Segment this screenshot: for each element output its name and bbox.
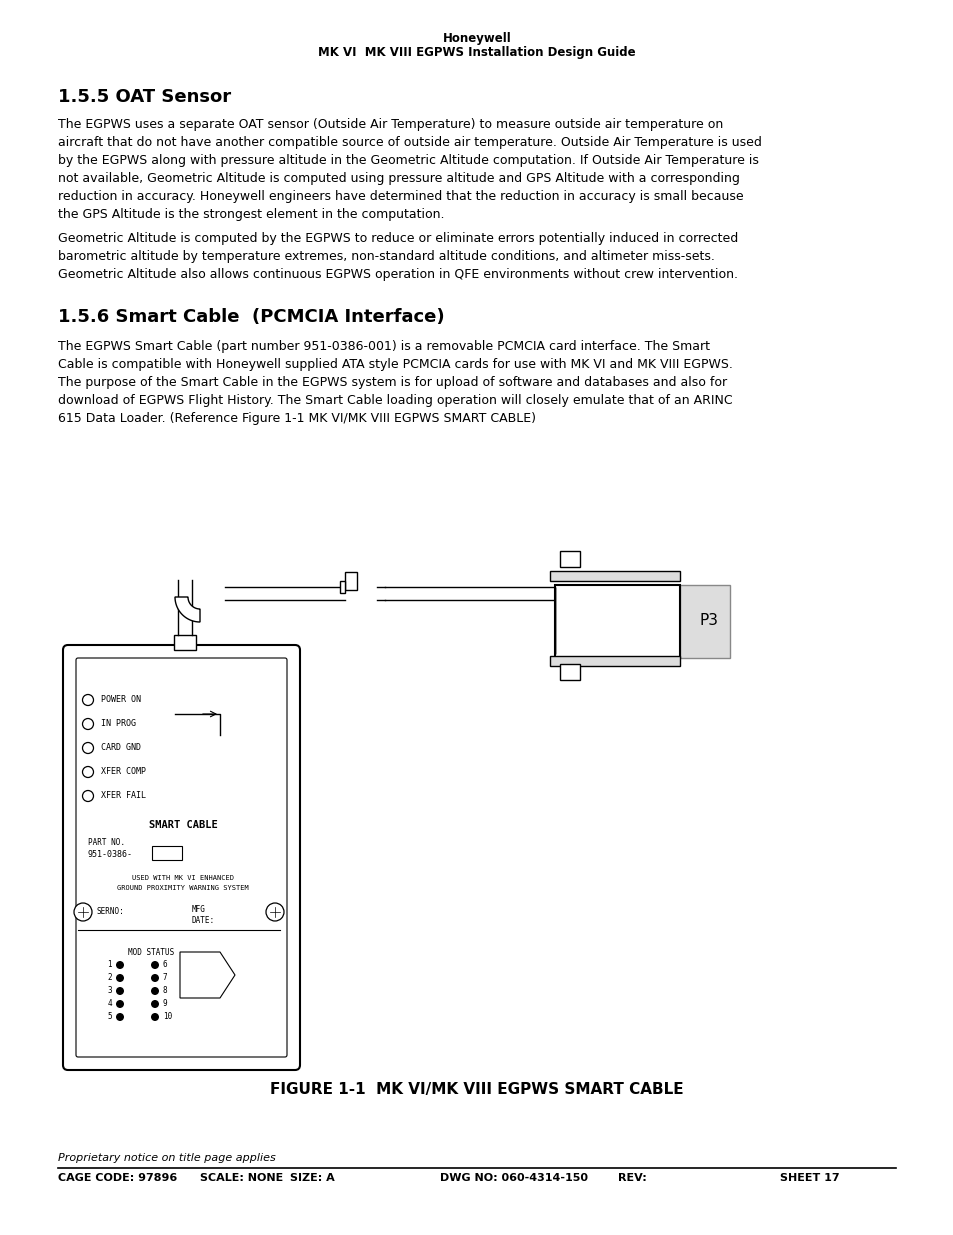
Circle shape <box>151 987 159 995</box>
Circle shape <box>116 974 124 982</box>
Text: XFER FAIL: XFER FAIL <box>101 790 146 800</box>
Text: USED WITH MK VI ENHANCED: USED WITH MK VI ENHANCED <box>132 876 233 881</box>
Text: IN PROG: IN PROG <box>101 719 136 727</box>
Bar <box>152 846 182 860</box>
Circle shape <box>82 790 93 802</box>
Text: 1: 1 <box>108 960 112 969</box>
Text: POWER ON: POWER ON <box>101 695 141 704</box>
Text: the GPS Altitude is the strongest element in the computation.: the GPS Altitude is the strongest elemen… <box>58 207 444 221</box>
Bar <box>550 656 679 666</box>
Text: 4: 4 <box>108 999 112 1008</box>
Circle shape <box>151 961 159 969</box>
Text: MK VI  MK VIII EGPWS Installation Design Guide: MK VI MK VIII EGPWS Installation Design … <box>318 46 635 59</box>
Text: PART NO.: PART NO. <box>88 839 125 847</box>
Circle shape <box>266 903 284 921</box>
Polygon shape <box>180 952 234 998</box>
Circle shape <box>151 974 159 982</box>
Text: 0XX: 0XX <box>160 847 173 856</box>
Text: MFG: MFG <box>192 905 206 914</box>
Text: 1.5.5 OAT Sensor: 1.5.5 OAT Sensor <box>58 88 231 106</box>
FancyBboxPatch shape <box>76 658 287 1057</box>
Text: The purpose of the Smart Cable in the EGPWS system is for upload of software and: The purpose of the Smart Cable in the EG… <box>58 375 726 389</box>
Polygon shape <box>174 597 200 622</box>
Text: not available, Geometric Altitude is computed using pressure altitude and GPS Al: not available, Geometric Altitude is com… <box>58 172 740 185</box>
Text: 7: 7 <box>163 973 168 982</box>
Text: SIZE: A: SIZE: A <box>290 1173 335 1183</box>
Text: FIGURE 1-1  MK VI/MK VIII EGPWS SMART CABLE: FIGURE 1-1 MK VI/MK VIII EGPWS SMART CAB… <box>270 1082 683 1097</box>
Bar <box>555 585 679 658</box>
Bar <box>550 571 679 580</box>
Text: XFER COMP: XFER COMP <box>101 767 146 776</box>
Text: Cable is compatible with Honeywell supplied ATA style PCMCIA cards for use with : Cable is compatible with Honeywell suppl… <box>58 358 732 370</box>
Circle shape <box>74 903 91 921</box>
Text: 6: 6 <box>163 960 168 969</box>
Text: SCALE: NONE: SCALE: NONE <box>200 1173 283 1183</box>
Bar <box>345 572 356 590</box>
Text: aircraft that do not have another compatible source of outside air temperature. : aircraft that do not have another compat… <box>58 136 761 149</box>
Text: download of EGPWS Flight History. The Smart Cable loading operation will closely: download of EGPWS Flight History. The Sm… <box>58 394 732 408</box>
Text: SERNO:: SERNO: <box>97 906 125 916</box>
Bar <box>339 580 345 593</box>
Circle shape <box>116 1013 124 1021</box>
Text: SHEET 17: SHEET 17 <box>780 1173 839 1183</box>
Circle shape <box>116 1000 124 1008</box>
Text: The EGPWS uses a separate OAT sensor (Outside Air Temperature) to measure outsid: The EGPWS uses a separate OAT sensor (Ou… <box>58 119 722 131</box>
Text: SMART CABLE: SMART CABLE <box>149 820 217 830</box>
Text: barometric altitude by temperature extremes, non-standard altitude conditions, a: barometric altitude by temperature extre… <box>58 249 714 263</box>
Text: 615 Data Loader. (Reference Figure 1-1 MK VI/MK VIII EGPWS SMART CABLE): 615 Data Loader. (Reference Figure 1-1 M… <box>58 412 536 425</box>
Text: by the EGPWS along with pressure altitude in the Geometric Altitude computation.: by the EGPWS along with pressure altitud… <box>58 154 758 167</box>
Circle shape <box>82 767 93 778</box>
Text: REV:: REV: <box>618 1173 646 1183</box>
Text: 951-0386-: 951-0386- <box>88 850 132 860</box>
Text: CAGE CODE: 97896: CAGE CODE: 97896 <box>58 1173 177 1183</box>
Bar <box>559 551 579 567</box>
Text: Geometric Altitude also allows continuous EGPWS operation in QFE environments wi: Geometric Altitude also allows continuou… <box>58 268 738 282</box>
Text: DATE:: DATE: <box>192 916 214 925</box>
Text: Honeywell: Honeywell <box>442 32 511 44</box>
Text: 2: 2 <box>108 973 112 982</box>
Text: The EGPWS Smart Cable (part number 951-0386-001) is a removable PCMCIA card inte: The EGPWS Smart Cable (part number 951-0… <box>58 340 709 353</box>
Text: 3: 3 <box>108 986 112 995</box>
Text: 8: 8 <box>163 986 168 995</box>
Text: Proprietary notice on title page applies: Proprietary notice on title page applies <box>58 1153 275 1163</box>
Circle shape <box>151 1013 159 1021</box>
Circle shape <box>82 694 93 705</box>
Text: 10: 10 <box>163 1011 172 1021</box>
Bar <box>559 664 579 680</box>
Bar <box>173 635 195 650</box>
Text: GROUND PROXIMITY WARNING SYSTEM: GROUND PROXIMITY WARNING SYSTEM <box>117 885 249 890</box>
Circle shape <box>151 1000 159 1008</box>
Text: P3: P3 <box>700 613 719 627</box>
Circle shape <box>82 719 93 730</box>
Circle shape <box>116 961 124 969</box>
FancyBboxPatch shape <box>63 645 299 1070</box>
Circle shape <box>116 987 124 995</box>
Text: DWG NO: 060-4314-150: DWG NO: 060-4314-150 <box>439 1173 587 1183</box>
Circle shape <box>82 742 93 753</box>
Text: CARD GND: CARD GND <box>101 743 141 752</box>
Text: 1.5.6 Smart Cable  (PCMCIA Interface): 1.5.6 Smart Cable (PCMCIA Interface) <box>58 308 444 326</box>
Text: 9: 9 <box>163 999 168 1008</box>
Text: reduction in accuracy. Honeywell engineers have determined that the reduction in: reduction in accuracy. Honeywell enginee… <box>58 190 742 203</box>
Text: Geometric Altitude is computed by the EGPWS to reduce or eliminate errors potent: Geometric Altitude is computed by the EG… <box>58 232 738 245</box>
Bar <box>679 585 729 658</box>
Text: MOD STATUS: MOD STATUS <box>128 948 174 957</box>
Text: 5: 5 <box>108 1011 112 1021</box>
